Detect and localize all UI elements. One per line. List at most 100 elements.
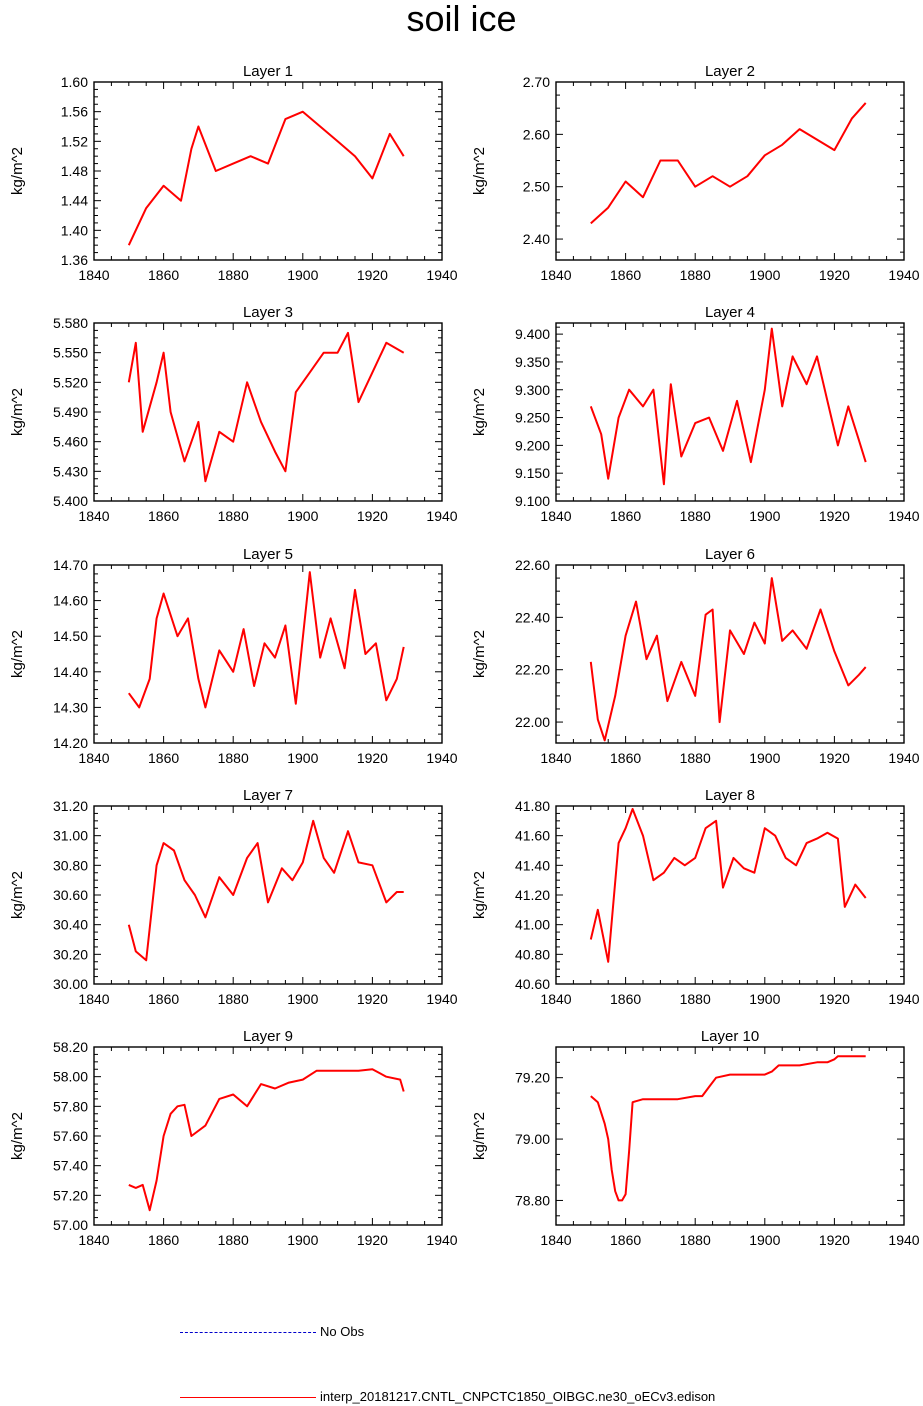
x-tick-label: 1940 bbox=[426, 267, 457, 283]
x-tick-label: 1840 bbox=[78, 1232, 109, 1248]
plot-frame bbox=[555, 564, 905, 744]
y-tick-label: 1.36 bbox=[61, 252, 88, 268]
legend-obs: No Obs bbox=[180, 1323, 364, 1341]
y-axis-label: kg/m^2 bbox=[9, 1112, 26, 1160]
panel-10: Layer 10 kg/m^2 1840 1860 1880 1900 1920 1940 78… bbox=[471, 1028, 920, 1248]
y-tick-label: 31.20 bbox=[53, 798, 88, 814]
panel-7: Layer 7 kg/m^2 1840 1860 1880 1900 1920 1940 30.… bbox=[9, 787, 458, 1007]
y-tick-label: 30.20 bbox=[53, 946, 88, 962]
y-axis-label: kg/m^2 bbox=[9, 871, 26, 919]
x-tick-label: 1880 bbox=[218, 750, 249, 766]
y-axis-label: kg/m^2 bbox=[471, 147, 488, 195]
y-tick-label: 2.60 bbox=[523, 126, 550, 142]
y-tick-label: 14.60 bbox=[53, 593, 88, 609]
legend-model-swatch bbox=[180, 1397, 316, 1399]
plot-frame bbox=[93, 564, 443, 744]
x-tick-label: 1940 bbox=[888, 750, 919, 766]
x-tick-label: 1940 bbox=[426, 1232, 457, 1248]
x-tick-label: 1940 bbox=[426, 750, 457, 766]
x-tick-label: 1860 bbox=[610, 508, 641, 524]
y-tick-label: 14.30 bbox=[53, 699, 88, 715]
y-tick-label: 9.100 bbox=[515, 493, 550, 509]
y-axis-label: kg/m^2 bbox=[9, 388, 26, 436]
x-tick-label: 1860 bbox=[610, 750, 641, 766]
x-tick-label: 1940 bbox=[888, 991, 919, 1007]
y-tick-label: 41.40 bbox=[515, 857, 550, 873]
x-tick-label: 1900 bbox=[749, 267, 780, 283]
panel-title: Layer 4 bbox=[705, 304, 755, 321]
model-series-line bbox=[590, 102, 867, 225]
y-tick-label: 31.00 bbox=[53, 828, 88, 844]
y-tick-label: 5.520 bbox=[53, 374, 88, 390]
panel-title: Layer 10 bbox=[701, 1028, 759, 1045]
x-tick-label: 1900 bbox=[287, 750, 318, 766]
panel-title: Layer 9 bbox=[243, 1028, 293, 1045]
y-tick-label: 78.80 bbox=[515, 1192, 550, 1208]
y-axis-label: kg/m^2 bbox=[471, 630, 488, 678]
x-tick-label: 1860 bbox=[610, 1232, 641, 1248]
x-tick-label: 1900 bbox=[749, 750, 780, 766]
y-tick-label: 5.400 bbox=[53, 493, 88, 509]
x-tick-label: 1920 bbox=[819, 991, 850, 1007]
x-tick-label: 1940 bbox=[426, 508, 457, 524]
y-axis-label: kg/m^2 bbox=[9, 147, 26, 195]
x-tick-label: 1880 bbox=[680, 267, 711, 283]
y-tick-label: 1.48 bbox=[61, 163, 88, 179]
x-tick-label: 1920 bbox=[357, 750, 388, 766]
y-tick-label: 2.40 bbox=[523, 231, 550, 247]
x-tick-label: 1920 bbox=[357, 267, 388, 283]
x-tick-label: 1880 bbox=[680, 750, 711, 766]
y-axis-label: kg/m^2 bbox=[471, 388, 488, 436]
y-axis-label: kg/m^2 bbox=[471, 1112, 488, 1160]
x-tick-label: 1880 bbox=[218, 267, 249, 283]
model-series-line bbox=[127, 571, 405, 709]
y-tick-label: 30.00 bbox=[53, 976, 88, 992]
x-tick-label: 1940 bbox=[426, 991, 457, 1007]
model-series-line bbox=[589, 808, 867, 963]
y-tick-label: 22.60 bbox=[515, 557, 550, 573]
y-tick-label: 57.80 bbox=[53, 1098, 88, 1114]
y-tick-label: 9.300 bbox=[515, 382, 550, 398]
x-tick-label: 1880 bbox=[218, 991, 249, 1007]
x-tick-label: 1920 bbox=[357, 508, 388, 524]
panel-3: Layer 3 kg/m^2 1840 1860 1880 1900 1920 1940 5.4… bbox=[9, 304, 458, 524]
y-tick-label: 1.40 bbox=[61, 222, 88, 238]
x-tick-label: 1840 bbox=[540, 750, 571, 766]
plot-frame bbox=[93, 322, 443, 502]
x-tick-label: 1840 bbox=[78, 508, 109, 524]
y-tick-label: 14.40 bbox=[53, 664, 88, 680]
x-tick-label: 1920 bbox=[819, 508, 850, 524]
panel-title: Layer 5 bbox=[243, 546, 293, 563]
panel-2: Layer 2 kg/m^2 1840 1860 1880 1900 1920 1940 2.4… bbox=[471, 63, 920, 283]
x-tick-label: 1840 bbox=[78, 750, 109, 766]
x-tick-label: 1860 bbox=[148, 267, 179, 283]
y-tick-label: 9.200 bbox=[515, 437, 550, 453]
y-tick-label: 30.60 bbox=[53, 887, 88, 903]
y-tick-label: 2.50 bbox=[523, 179, 550, 195]
y-tick-label: 57.20 bbox=[53, 1187, 88, 1203]
x-tick-label: 1840 bbox=[540, 267, 571, 283]
model-series-line bbox=[127, 331, 405, 483]
x-tick-label: 1900 bbox=[287, 508, 318, 524]
y-tick-label: 5.550 bbox=[53, 345, 88, 361]
x-tick-label: 1860 bbox=[148, 750, 179, 766]
y-tick-label: 30.80 bbox=[53, 857, 88, 873]
panel-title: Layer 1 bbox=[243, 63, 293, 80]
x-tick-label: 1920 bbox=[819, 1232, 850, 1248]
x-tick-label: 1920 bbox=[819, 267, 850, 283]
y-tick-label: 9.350 bbox=[515, 354, 550, 370]
model-series-line bbox=[127, 819, 404, 962]
panel-9: Layer 9 kg/m^2 1840 1860 1880 1900 1920 1940 57.… bbox=[9, 1028, 458, 1248]
model-series-line bbox=[589, 577, 867, 742]
x-tick-label: 1860 bbox=[148, 1232, 179, 1248]
plot-frame bbox=[555, 81, 905, 261]
y-tick-label: 5.430 bbox=[53, 463, 88, 479]
y-tick-label: 57.00 bbox=[53, 1217, 88, 1233]
panel-title: Layer 2 bbox=[705, 63, 755, 80]
x-tick-label: 1880 bbox=[218, 508, 249, 524]
x-tick-label: 1900 bbox=[287, 1232, 318, 1248]
y-tick-label: 14.70 bbox=[53, 557, 88, 573]
x-tick-label: 1840 bbox=[540, 1232, 571, 1248]
x-tick-label: 1880 bbox=[218, 1232, 249, 1248]
